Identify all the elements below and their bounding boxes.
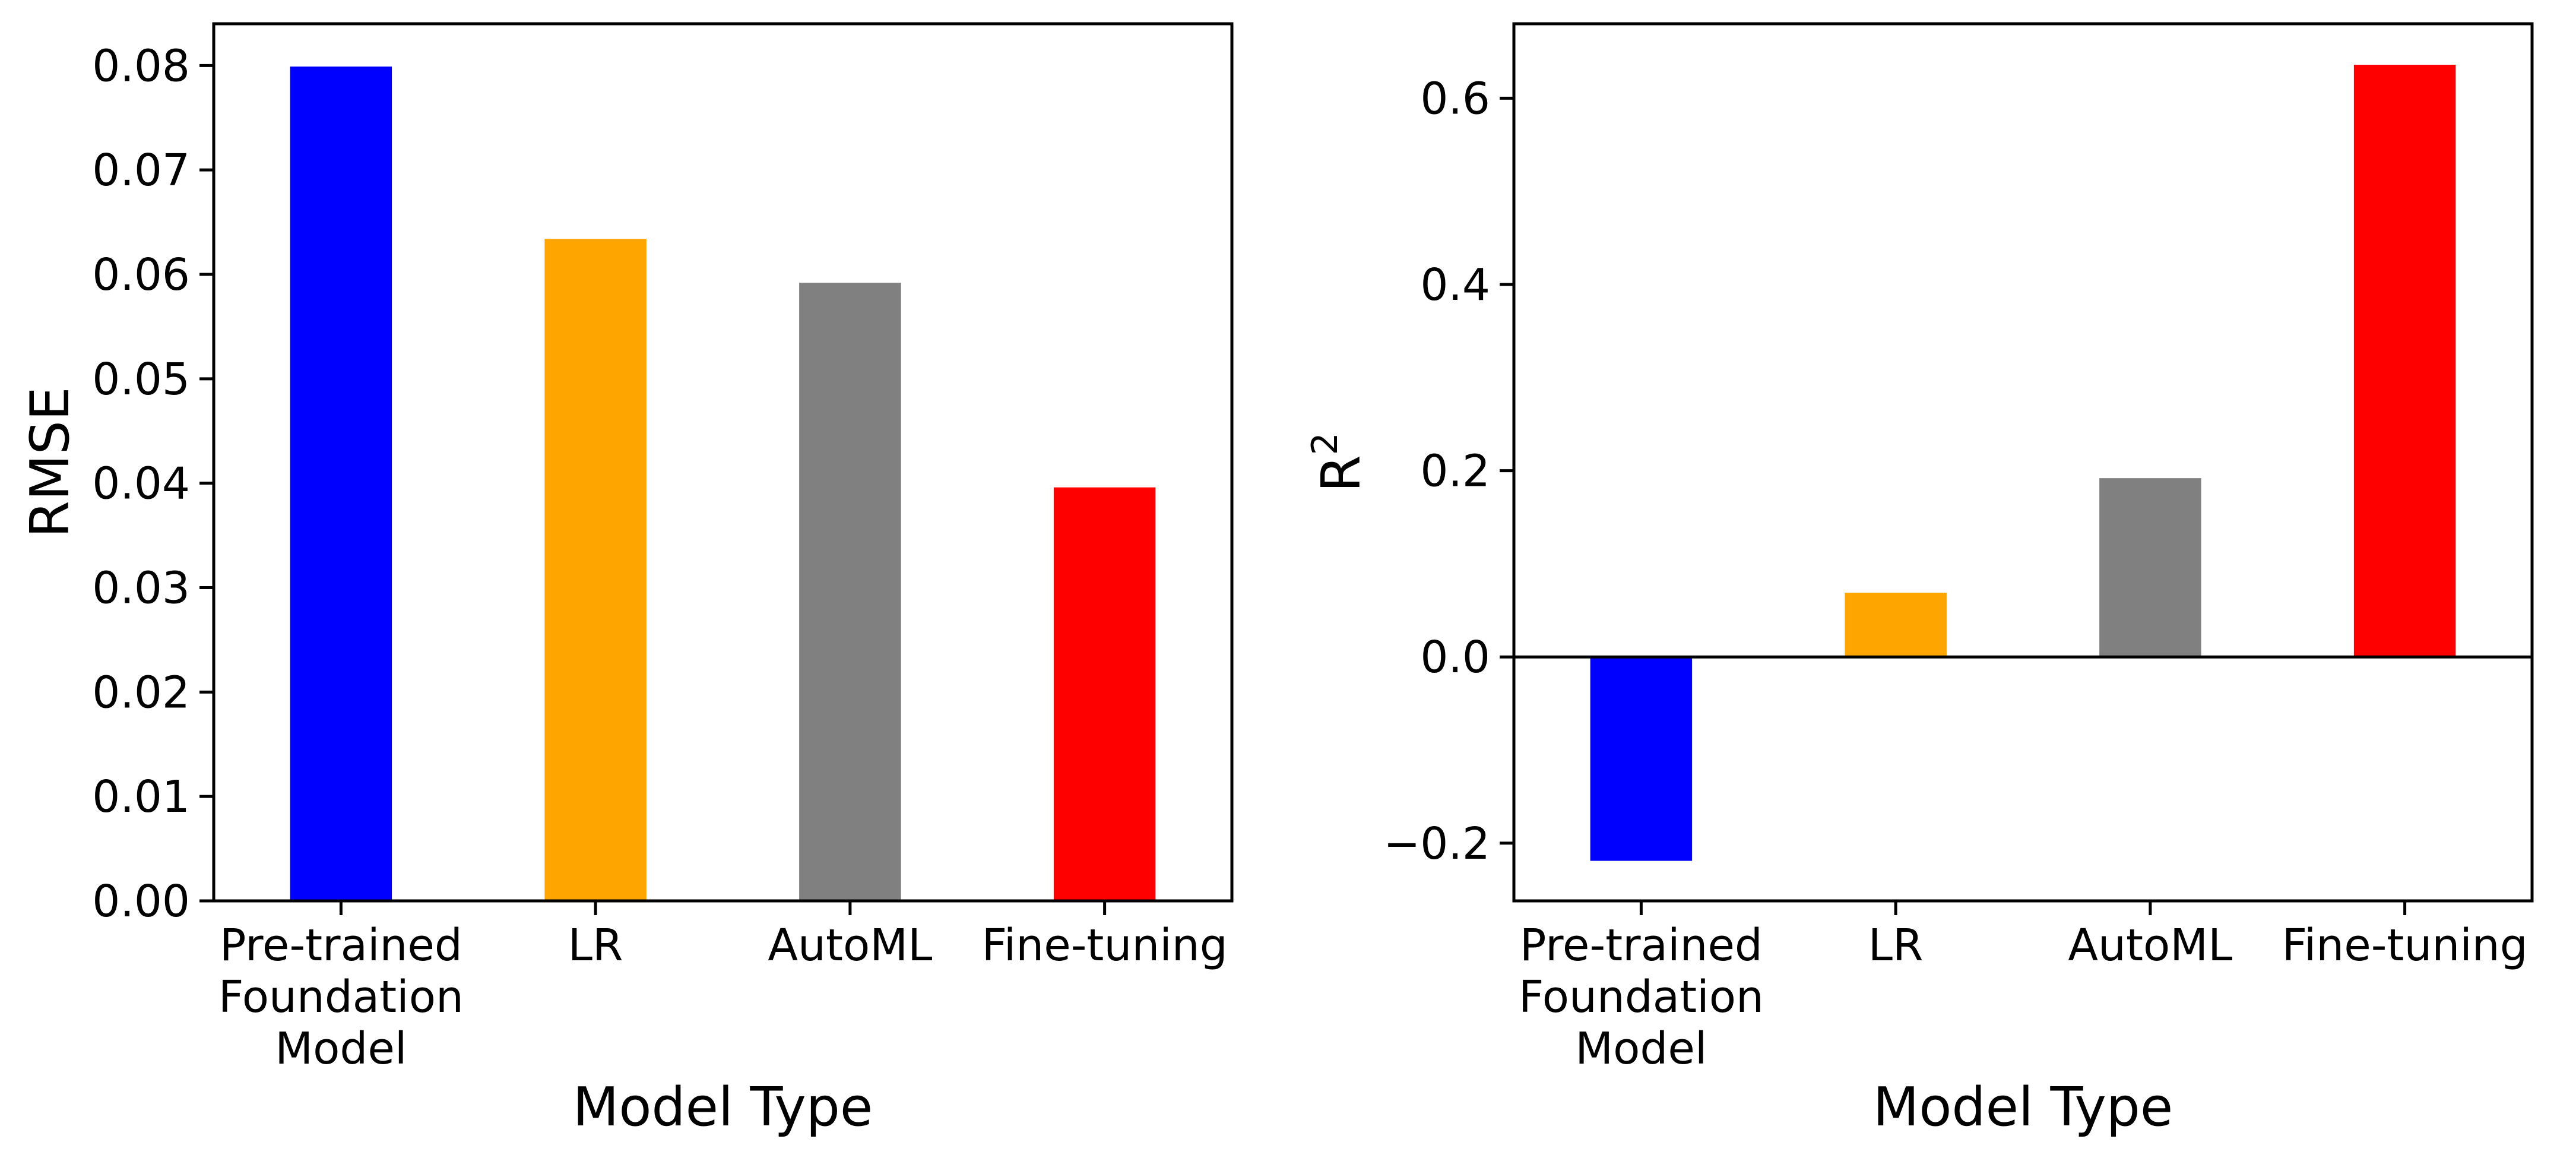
plot-frame	[1512, 22, 2534, 903]
x-tick-label: AutoML	[768, 920, 932, 971]
bar-finetuning	[1053, 487, 1156, 901]
y-axis-label: RMSE	[19, 387, 81, 537]
x-axis-label: Model Type	[573, 1076, 873, 1138]
bar-lr	[544, 239, 647, 901]
x-tick-label: Pre-trained	[1520, 920, 1763, 971]
y-axis-label-text: RMSE	[19, 387, 81, 537]
x-tick-label: Fine-tuning	[2282, 920, 2528, 971]
rmse-chart-panel: 0.00 0.01 0.02 0.03 0.04 0.05 0.06 0.07 0.08 Pre-…	[19, 22, 1234, 1138]
x-tick-label: LR	[568, 920, 623, 971]
y-tick-label: 0.00	[92, 876, 190, 927]
bar-lr	[1845, 593, 1947, 657]
x-axis-label: Model Type	[1873, 1076, 2173, 1138]
plot-frame	[212, 22, 1234, 903]
bar-automl	[2099, 478, 2201, 657]
bar-finetuning	[2353, 64, 2456, 657]
x-tick-label: Pre-trained	[220, 920, 462, 971]
bar-automl	[799, 283, 901, 901]
bar-pretrained	[1590, 657, 1693, 861]
x-tick-label: Foundation	[1519, 972, 1764, 1023]
y-tick-label: 0.06	[92, 249, 190, 300]
y-tick-label: 0.03	[92, 563, 190, 614]
y-axis-label-text: R	[1310, 455, 1373, 492]
y-tick-label: 0.04	[92, 458, 190, 510]
y-tick-label: 0.2	[1420, 446, 1490, 497]
y-tick-label: −0.2	[1383, 818, 1490, 869]
y-tick-label: 0.01	[92, 771, 190, 822]
x-tick-label: LR	[1868, 920, 1924, 971]
x-tick-label: Foundation	[218, 972, 464, 1023]
y-tick-label: 0.4	[1420, 260, 1490, 311]
x-tick-label: AutoML	[2068, 920, 2232, 971]
y-axis-label-superscript: 2	[1304, 432, 1346, 455]
y-tick-label: 0.0	[1420, 632, 1490, 683]
bar-pretrained	[290, 67, 392, 901]
y-tick-label: 0.07	[92, 145, 190, 196]
r2-chart-panel: −0.20.00.20.40.6Pre-trainedFoundationMod…	[1304, 22, 2534, 1138]
y-tick-label: 0.02	[92, 667, 190, 718]
x-tick-label: Model	[275, 1023, 407, 1074]
y-tick-label: 0.6	[1420, 73, 1490, 124]
y-tick-label: 0.08	[92, 40, 190, 91]
y-axis-label: R2	[1304, 432, 1373, 492]
y-tick-label: 0.05	[92, 354, 190, 405]
x-tick-label: Model	[1575, 1023, 1707, 1074]
x-tick-label: Fine-tuning	[982, 920, 1228, 971]
